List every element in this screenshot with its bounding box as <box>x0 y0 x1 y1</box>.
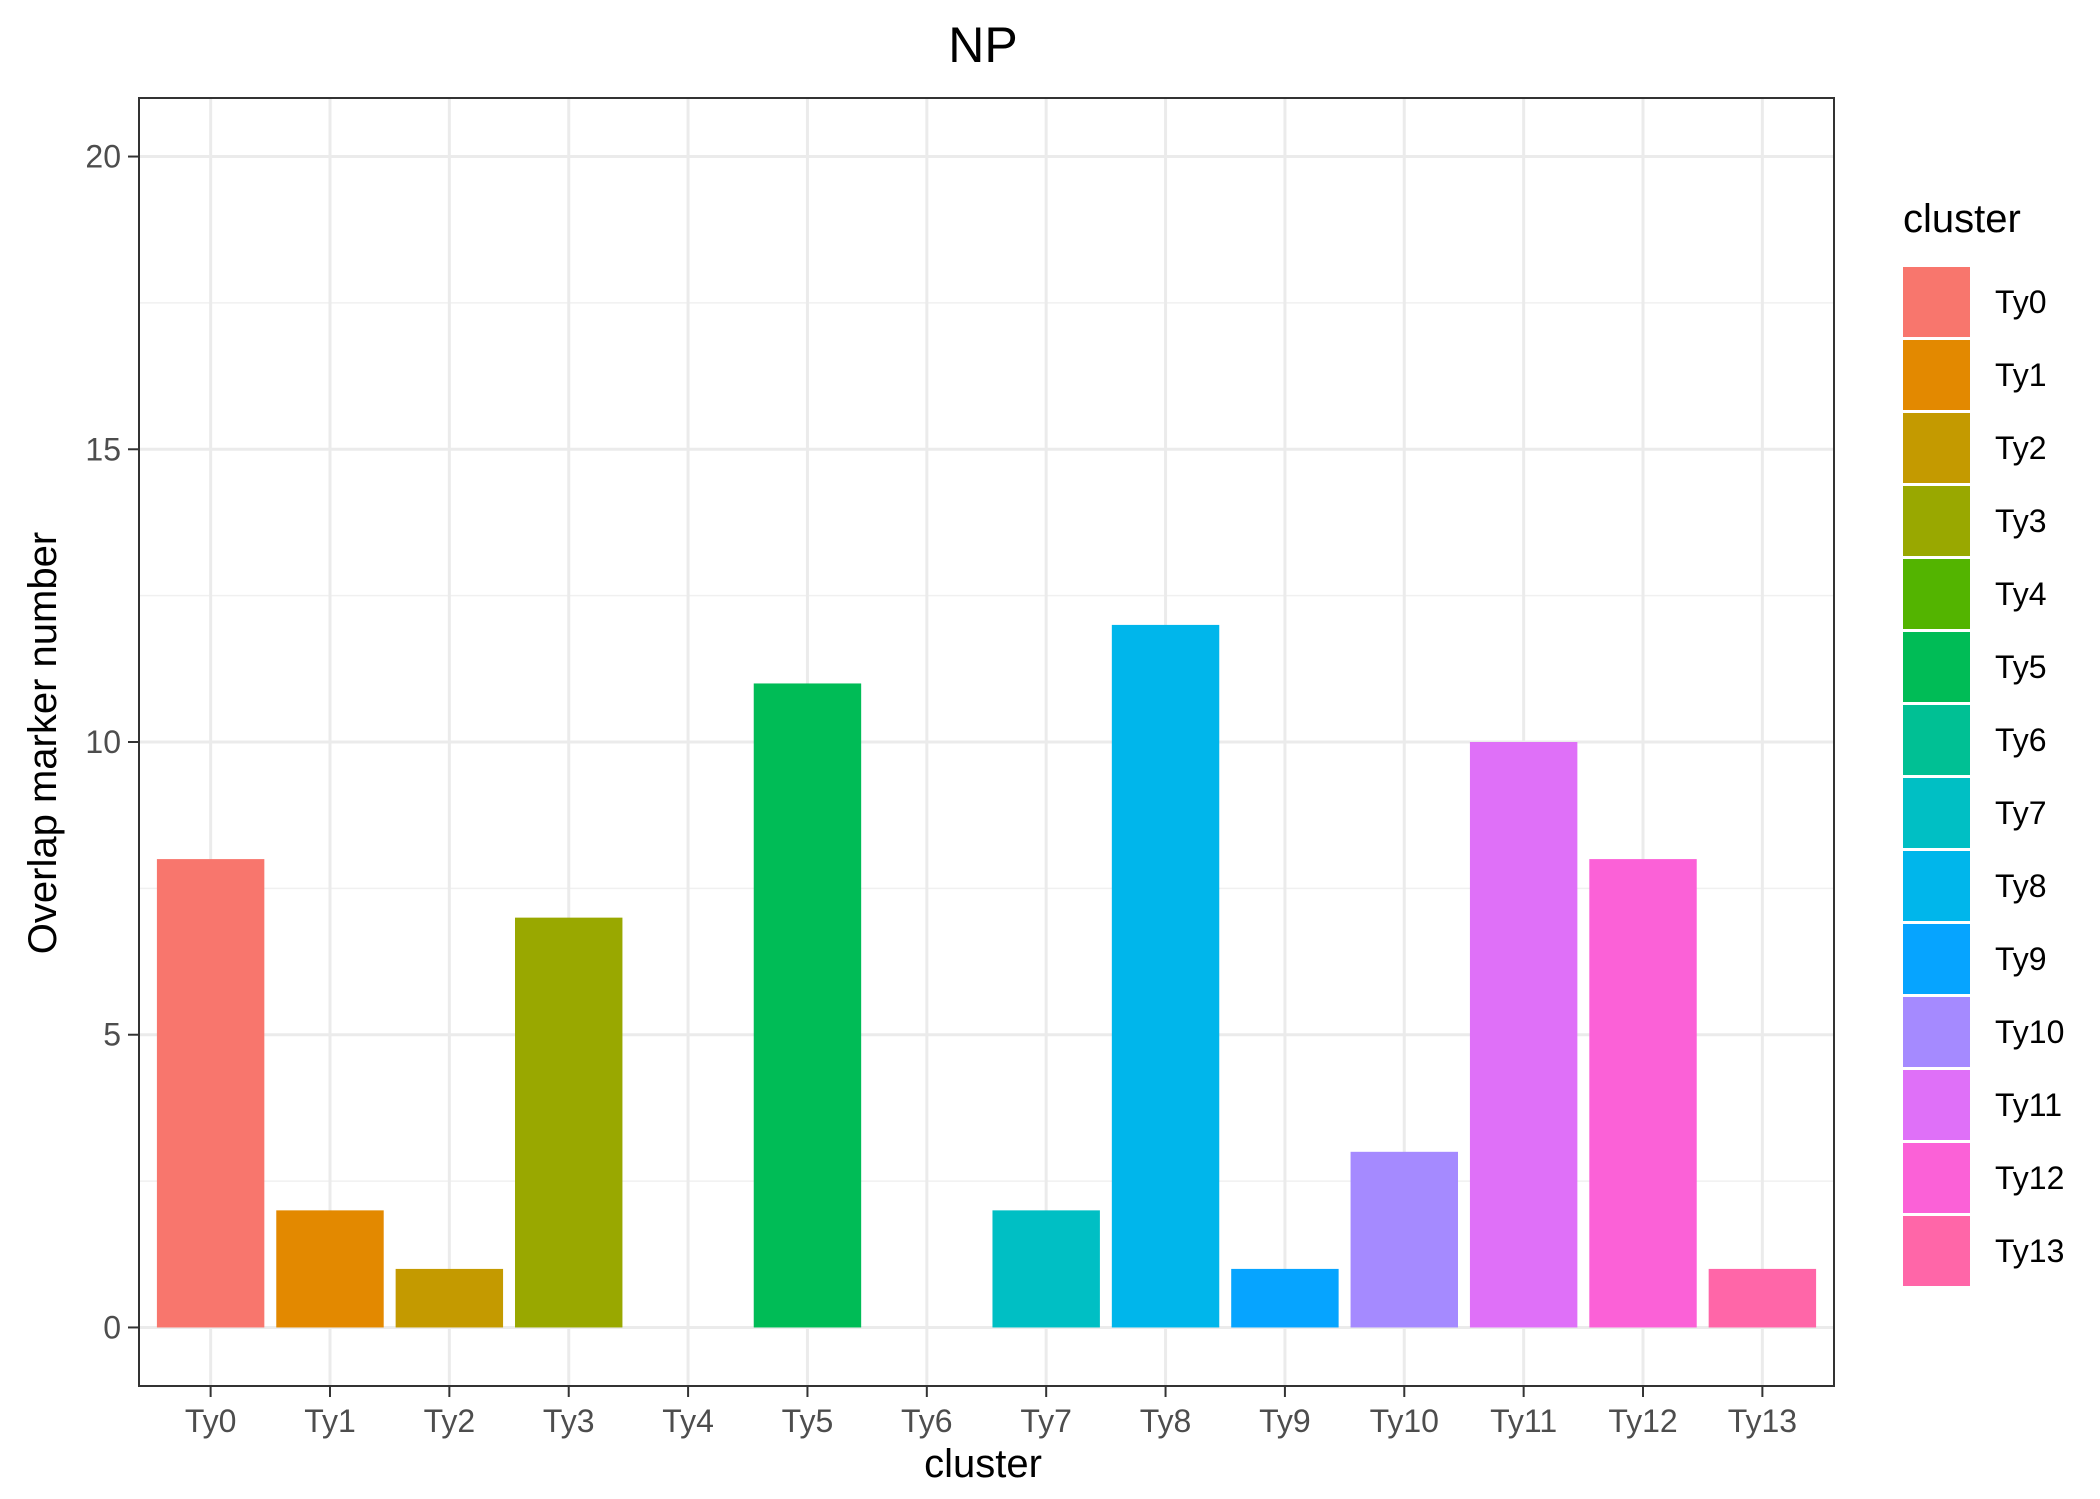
legend-swatch <box>1903 632 1970 702</box>
x-tick-label: Ty13 <box>1728 1403 1797 1439</box>
legend-label: Ty11 <box>1995 1087 2062 1123</box>
legend-label: Ty5 <box>1995 649 2047 685</box>
bar-ty3 <box>515 917 623 1328</box>
x-tick-label: Ty3 <box>543 1403 595 1439</box>
bar-ty5 <box>753 683 862 1328</box>
x-tick-label: Ty4 <box>662 1403 714 1439</box>
legend-swatch <box>1903 559 1970 629</box>
bar-ty1 <box>276 1210 384 1328</box>
legend-label: Ty0 <box>1995 284 2047 320</box>
bar-ty11 <box>1469 742 1578 1328</box>
bar-ty9 <box>1231 1268 1339 1328</box>
legend-label: Ty13 <box>1995 1233 2064 1269</box>
x-tick-label: Ty9 <box>1259 1403 1311 1439</box>
legend-label: Ty3 <box>1995 503 2047 539</box>
bar-ty12 <box>1589 859 1697 1328</box>
y-tick-label: 15 <box>85 431 121 467</box>
x-tick-label: Ty8 <box>1140 1403 1192 1439</box>
legend-label: Ty6 <box>1995 722 2047 758</box>
x-tick-label: Ty7 <box>1020 1403 1072 1439</box>
legend-label: Ty4 <box>1995 576 2047 612</box>
x-tick-label: Ty10 <box>1370 1403 1439 1439</box>
bar-ty2 <box>395 1268 504 1328</box>
x-tick-label: Ty5 <box>782 1403 834 1439</box>
x-axis-title: cluster <box>924 1442 1042 1486</box>
legend-label: Ty10 <box>1995 1014 2064 1050</box>
y-axis-title: Overlap marker number <box>21 532 65 954</box>
y-tick-label: 5 <box>103 1017 121 1053</box>
x-tick-label: Ty1 <box>304 1403 356 1439</box>
legend-swatch <box>1903 1070 1970 1140</box>
chart-title: NP <box>948 17 1017 73</box>
legend-label: Ty9 <box>1995 941 2047 977</box>
x-axis: Ty0 Ty1 Ty2 Ty3 Ty4 Ty5 Ty6 Ty7 Ty8 Ty9 Ty10 Ty11 Ty… <box>185 1386 1797 1439</box>
legend-label: Ty12 <box>1995 1160 2064 1196</box>
legend-swatch <box>1903 997 1970 1067</box>
legend-swatch <box>1903 486 1970 556</box>
legend-title: cluster <box>1903 197 2021 241</box>
y-tick-label: 0 <box>103 1309 121 1345</box>
legend-label: Ty1 <box>1995 357 2047 393</box>
legend-label: Ty7 <box>1995 795 2047 831</box>
bar-ty13 <box>1708 1268 1817 1328</box>
x-tick-label: Ty11 <box>1490 1403 1557 1439</box>
bar-ty8 <box>1111 624 1220 1328</box>
x-tick-label: Ty6 <box>901 1403 953 1439</box>
legend-swatch <box>1903 340 1970 410</box>
legend-swatch <box>1903 1143 1970 1213</box>
legend-swatch <box>1903 267 1970 337</box>
bar-ty7 <box>992 1210 1100 1328</box>
legend: cluster Ty0Ty1Ty2Ty3Ty4Ty5Ty6Ty7Ty8Ty9Ty… <box>1903 197 2064 1286</box>
y-axis: 0 5 10 15 20 <box>85 139 139 1345</box>
bar-ty0 <box>156 859 265 1328</box>
legend-swatch <box>1903 705 1970 775</box>
y-tick-label: 10 <box>85 724 121 760</box>
bars <box>156 624 1817 1328</box>
x-tick-label: Ty12 <box>1608 1403 1677 1439</box>
grid-major <box>139 98 1834 1386</box>
legend-label: Ty2 <box>1995 430 2047 466</box>
legend-swatch <box>1903 1216 1970 1286</box>
legend-swatch <box>1903 924 1970 994</box>
x-tick-label: Ty0 <box>185 1403 237 1439</box>
legend-swatch <box>1903 413 1970 483</box>
legend-swatch <box>1903 778 1970 848</box>
bar-ty10 <box>1350 1151 1458 1328</box>
y-tick-label: 20 <box>85 139 121 175</box>
legend-label: Ty8 <box>1995 868 2047 904</box>
legend-items: Ty0 Ty1 Ty2 Ty3 Ty4 Ty5 Ty6 Ty7 Ty8 Ty9 Ty10 Ty11 Ty… <box>1903 267 2064 1286</box>
legend-swatch <box>1903 851 1970 921</box>
x-tick-label: Ty2 <box>424 1403 476 1439</box>
